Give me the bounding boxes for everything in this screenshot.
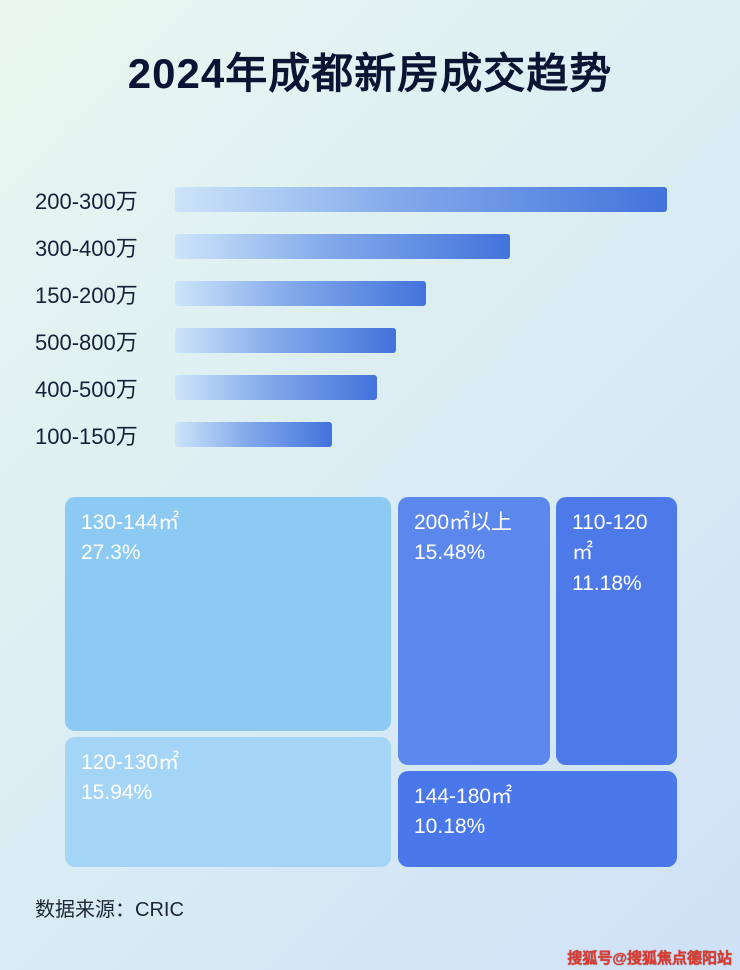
bar-track [175, 375, 667, 400]
bar-fill [175, 187, 667, 212]
bar-fill [175, 375, 377, 400]
treemap-block-130-144: 130-144㎡ 27.3% [65, 497, 391, 731]
treemap-chart: 130-144㎡ 27.3% 120-130㎡ 15.94% 200㎡以上 15… [65, 497, 677, 867]
bar-fill [175, 281, 426, 306]
treemap-block-label: 130-144㎡ [81, 511, 180, 534]
treemap-block-label: 110-120㎡ [572, 511, 648, 565]
treemap-block-110-120: 110-120㎡ 11.18% [556, 497, 677, 765]
bar-label: 200-300万 [35, 188, 138, 214]
treemap-block-value: 10.18% [414, 815, 486, 839]
treemap-block-200-plus: 200㎡以上 15.48% [398, 497, 550, 765]
bar-row-500-800: 500-800万 [35, 317, 715, 364]
data-source: 数据来源：CRIC [35, 899, 184, 921]
bar-track [175, 328, 667, 353]
bar-fill [175, 422, 333, 447]
treemap-block-label: 200㎡以上 [414, 511, 513, 534]
treemap-block-value: 11.18% [572, 571, 642, 595]
bar-track [175, 187, 667, 212]
bar-label: 300-400万 [35, 235, 138, 261]
bar-fill [175, 328, 397, 353]
treemap-block-label: 144-180㎡ [414, 785, 513, 808]
bar-label: 150-200万 [35, 282, 138, 308]
bar-track [175, 281, 667, 306]
bar-label: 100-150万 [35, 423, 138, 449]
bar-row-400-500: 400-500万 [35, 364, 715, 411]
bar-label: 500-800万 [35, 329, 138, 355]
bar-fill [175, 234, 510, 259]
bar-label: 400-500万 [35, 376, 138, 402]
bar-track [175, 234, 667, 259]
treemap-block-label: 120-130㎡ [81, 751, 180, 774]
bar-row-300-400: 300-400万 [35, 223, 715, 270]
treemap-block-144-180: 144-180㎡ 10.18% [398, 771, 677, 867]
bar-row-100-150: 100-150万 [35, 411, 715, 458]
treemap-block-120-130: 120-130㎡ 15.94% [65, 737, 391, 867]
bar-row-150-200: 150-200万 [35, 270, 715, 317]
bar-chart: 200-300万 300-400万 150-200万 500-800万 400-… [35, 176, 715, 458]
treemap-block-value: 15.48% [414, 541, 486, 565]
treemap-block-value: 27.3% [81, 541, 141, 565]
bar-row-200-300: 200-300万 [35, 176, 715, 223]
watermark: 搜狐号@搜狐焦点德阳站 [567, 950, 732, 967]
treemap-block-value: 15.94% [81, 781, 153, 805]
page-title: 2024年成都新房成交趋势 [127, 50, 613, 97]
bar-track [175, 422, 667, 447]
